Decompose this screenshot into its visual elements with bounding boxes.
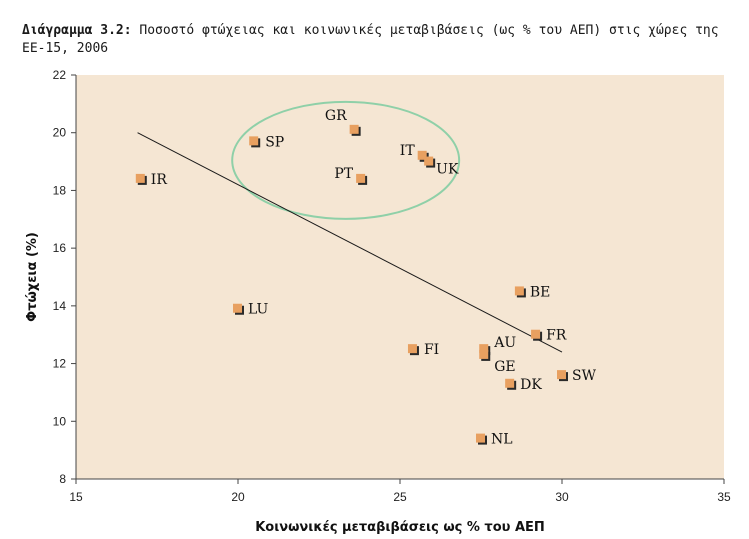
point-label: IT — [400, 143, 416, 159]
point-label: GE — [494, 359, 515, 375]
highlight-group-layer — [231, 100, 461, 220]
data-point-sp: SP — [249, 134, 284, 150]
plot-area — [76, 75, 724, 479]
point-label: IR — [151, 172, 168, 188]
caption-lead: Διάγραμμα 3.2: — [22, 23, 132, 38]
data-point-sw: SW — [557, 368, 597, 384]
point-label: SP — [265, 134, 284, 150]
data-point-fi: FI — [407, 342, 439, 358]
x-tick-label: 15 — [69, 490, 83, 504]
data-point-be: BE — [514, 284, 551, 300]
y-tick-label: 18 — [53, 183, 67, 197]
trendline-layer — [137, 132, 563, 353]
point-marker — [514, 286, 524, 296]
x-tick-label: 25 — [393, 490, 407, 504]
x-tick-label: 20 — [231, 490, 245, 504]
data-point-uk: UK — [424, 156, 459, 178]
point-marker — [476, 433, 485, 443]
x-tick-label: 35 — [717, 490, 731, 504]
point-label: UK — [436, 162, 459, 178]
point-marker — [407, 344, 417, 354]
data-point-ir: IR — [135, 172, 168, 188]
point-marker — [349, 124, 359, 134]
y-axis-label: Φτώχεια (%) — [25, 232, 40, 322]
point-label: LU — [248, 302, 269, 318]
y-tick-label: 8 — [59, 472, 66, 486]
x-axis-label: Κοινωνικές μεταβιβάσεις ως % του ΑΕΠ — [255, 520, 545, 535]
data-point-ge: GE — [479, 349, 516, 375]
caption-text: Ποσοστό φτώχειας και κοινωνικές μεταβιβά… — [22, 23, 719, 56]
point-marker — [479, 344, 489, 354]
points-layer: IR SP GR PT IT UK LU FI AU GE BE FR SW DK NL — [135, 108, 597, 448]
point-marker — [424, 156, 434, 166]
data-point-gr: GR — [325, 108, 361, 136]
point-marker — [557, 370, 566, 380]
point-marker — [479, 349, 489, 359]
point-marker — [233, 303, 242, 313]
y-tick-label: 12 — [53, 357, 67, 371]
data-point-nl: NL — [476, 432, 513, 448]
point-marker — [417, 150, 427, 160]
y-tick-label: 10 — [53, 414, 67, 428]
point-marker — [356, 173, 366, 183]
point-marker — [531, 329, 541, 339]
data-point-fr: FR — [531, 328, 567, 344]
trendline — [137, 132, 563, 353]
y-tick-label: 22 — [53, 68, 67, 82]
chart-caption: Διάγραμμα 3.2: Ποσοστό φτώχειας και κοιν… — [22, 22, 737, 58]
point-label: DK — [520, 377, 542, 393]
y-tick-label: 20 — [53, 126, 67, 140]
point-marker — [249, 136, 259, 146]
axes: 15 20 25 30 35 8 10 12 14 16 18 20 22 — [53, 68, 731, 504]
point-label: SW — [572, 368, 597, 384]
point-label: GR — [325, 108, 347, 124]
data-point-lu: LU — [233, 302, 269, 318]
point-label: FR — [546, 328, 567, 344]
highlight-ellipse — [231, 100, 461, 220]
y-tick-label: 14 — [53, 299, 67, 313]
data-point-pt: PT — [334, 166, 368, 185]
data-point-dk: DK — [505, 377, 542, 393]
point-marker — [505, 378, 515, 388]
point-label: FI — [424, 342, 439, 358]
y-tick-label: 16 — [53, 241, 67, 255]
point-label: PT — [334, 166, 353, 182]
point-marker — [135, 173, 145, 183]
x-tick-label: 30 — [555, 490, 569, 504]
point-label: BE — [530, 284, 551, 300]
point-label: NL — [491, 432, 513, 448]
point-label: AU — [493, 335, 516, 351]
